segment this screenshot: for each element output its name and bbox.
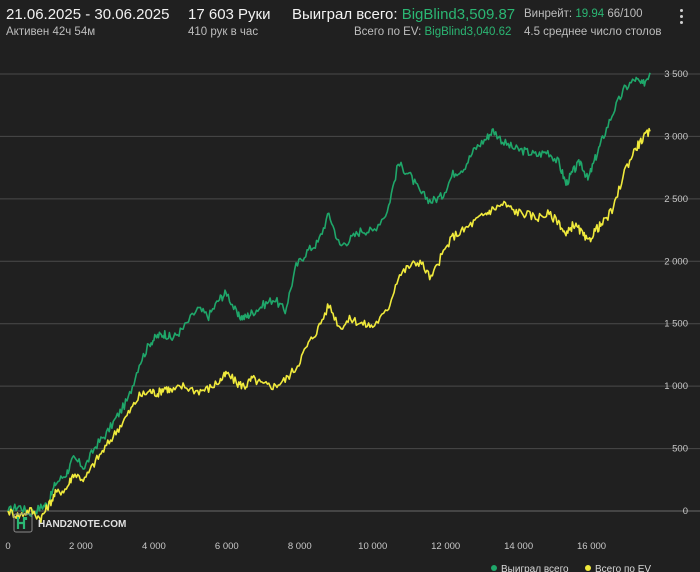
y-axis-ticks: 0 500 1 000 1 500 2 000 2 500 3 000 3 500 <box>664 69 688 517</box>
x-tick-label: 16 000 <box>577 541 606 552</box>
y-tick-label: 2 000 <box>664 256 688 267</box>
y-tick-label: 500 <box>672 444 688 455</box>
x-tick-label: 14 000 <box>504 541 533 552</box>
logo-text: HAND2NOTE.COM <box>38 519 126 530</box>
legend-marker <box>491 565 497 571</box>
x-tick-label: 2 000 <box>69 541 93 552</box>
x-tick-label: 12 000 <box>431 541 460 552</box>
logo-icon <box>13 513 33 533</box>
x-tick-label: 4 000 <box>142 541 166 552</box>
chart-series <box>7 72 651 524</box>
avg-tables: 4.5 среднее число столов <box>524 26 662 38</box>
won-value: BigBlind3,509.87 <box>401 6 516 23</box>
legend-label: Выиграл всего <box>501 564 569 572</box>
hands-count: 17 603 Руки <box>188 6 271 23</box>
y-tick-label: 3 500 <box>664 69 688 80</box>
ev-value: BigBlind3,040.62 <box>424 26 512 38</box>
date-range[interactable]: 21.06.2025 - 30.06.2025 <box>6 6 170 23</box>
hands-per-hour: 410 рук в час <box>188 26 259 38</box>
y-tick-label: 1 000 <box>664 381 688 392</box>
won-label: Выиграл всего: <box>292 6 398 23</box>
legend-marker <box>585 565 591 571</box>
y-tick-label: 0 <box>683 506 688 517</box>
legend-label: Всего по EV <box>595 564 651 572</box>
winrate-unit: 66/100 <box>607 8 643 20</box>
winrate-label: Винрейт: <box>524 8 573 20</box>
series-line <box>7 72 651 517</box>
winrate: Винрейт: 19.94 66/100 <box>524 8 643 20</box>
x-tick-label: 0 <box>5 541 10 552</box>
x-axis-ticks: 0 2 000 4 000 6 000 8 000 10 000 12 000 14 000 1… <box>5 541 606 552</box>
ev-label: Всего по EV: <box>354 26 422 38</box>
ev-total: Всего по EV: BigBlind3,040.62 <box>354 26 511 38</box>
y-tick-label: 1 500 <box>664 319 688 330</box>
y-tick-label: 3 000 <box>664 131 688 142</box>
hand2note-logo: HAND2NOTE.COM <box>13 513 126 533</box>
series-line <box>7 127 651 524</box>
menu-icon[interactable] <box>670 5 692 27</box>
x-tick-label: 10 000 <box>358 541 387 552</box>
chart-grid <box>0 73 700 512</box>
winrate-value: 19.94 <box>575 8 605 20</box>
active-time: Активен 42ч 54м <box>6 26 96 38</box>
stats-header: 21.06.2025 - 30.06.2025 Активен 42ч 54м … <box>0 0 700 44</box>
x-tick-label: 6 000 <box>215 541 239 552</box>
won-total: Выиграл всего: BigBlind3,509.87 <box>292 6 515 23</box>
y-tick-label: 2 500 <box>664 194 688 205</box>
x-tick-label: 8 000 <box>288 541 312 552</box>
chart-legend: Выиграл всего Всего по EV <box>491 564 651 572</box>
